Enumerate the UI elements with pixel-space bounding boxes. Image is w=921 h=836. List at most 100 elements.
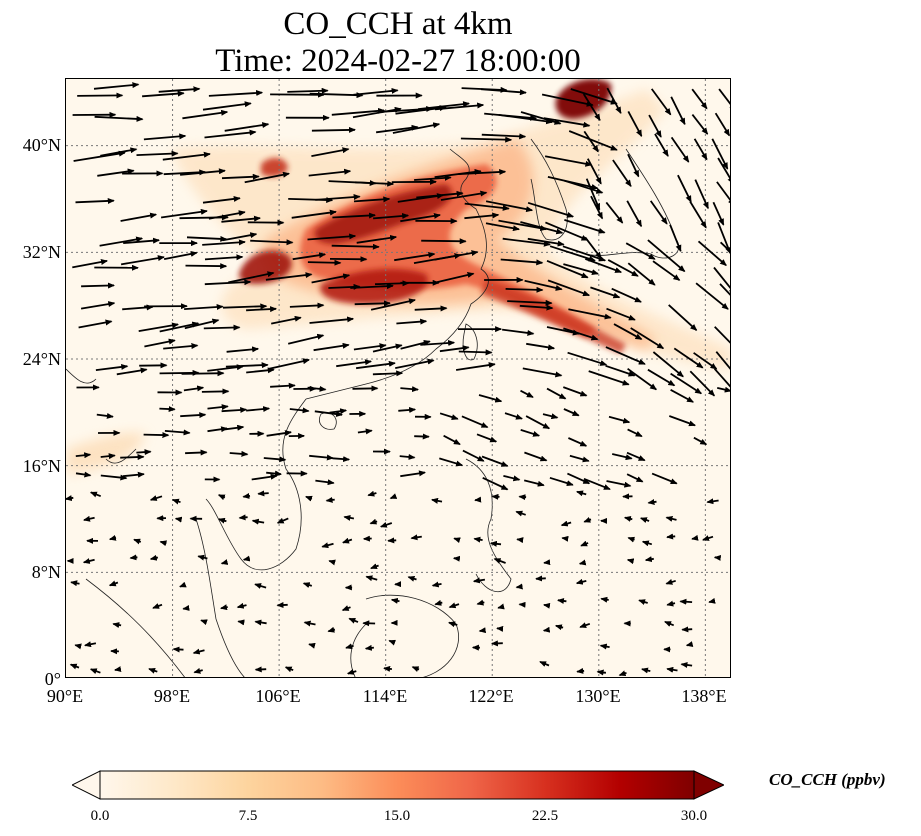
wind-arrow <box>287 87 329 94</box>
wind-arrow <box>543 117 591 128</box>
wind-arrow <box>370 298 416 311</box>
wind-arrow <box>716 386 730 393</box>
wind-arrow <box>159 540 168 547</box>
wind-arrow <box>575 578 587 585</box>
wind-arrow <box>677 174 692 203</box>
wind-arrow <box>180 412 207 419</box>
wind-arrow <box>607 259 639 277</box>
wind-arrow <box>717 157 730 185</box>
wind-arrow <box>251 473 278 481</box>
wind-arrow <box>217 517 227 524</box>
wind-arrow <box>713 266 730 295</box>
coastline-philippines <box>465 458 512 592</box>
wind-arrow <box>539 660 550 667</box>
wind-arrow <box>596 669 607 676</box>
wind-arrow <box>587 158 602 185</box>
wind-arrow <box>182 604 190 611</box>
wind-arrow <box>498 114 554 125</box>
wind-arrow <box>568 308 612 320</box>
wind-arrow <box>455 362 496 371</box>
wind-arrow <box>476 599 485 606</box>
wind-arrow <box>353 87 399 96</box>
wind-arrow <box>516 537 524 544</box>
wind-arrow <box>184 318 220 330</box>
colorbar-tick-label: 0.0 <box>90 808 110 824</box>
lon-tick-label: 106°E <box>255 686 301 706</box>
wind-arrow <box>221 173 260 180</box>
wind-arrow <box>364 644 375 651</box>
wind-arrow <box>605 201 624 224</box>
lon-tick-label: 122°E <box>468 686 514 706</box>
wind-arrow <box>82 558 95 564</box>
wind-arrow <box>489 540 502 547</box>
wind-arrow <box>94 115 144 122</box>
wind-arrow <box>618 670 627 677</box>
wind-arrow <box>224 122 270 132</box>
wind-arrow <box>480 88 527 96</box>
wind-arrow <box>418 101 470 110</box>
wind-arrow <box>719 283 730 296</box>
map-panel <box>65 78 731 678</box>
wind-arrow <box>400 470 426 478</box>
wind-arrow <box>387 537 397 544</box>
wind-arrow <box>584 236 602 259</box>
wind-arrow <box>93 82 140 90</box>
wind-arrow <box>353 196 391 203</box>
wind-arrow <box>367 490 377 497</box>
wind-arrow <box>681 626 693 633</box>
wind-arrow <box>123 237 160 244</box>
wind-arrow <box>568 130 618 151</box>
wind-arrow <box>647 368 676 387</box>
wind-arrow <box>714 112 730 137</box>
wind-arrow <box>149 495 163 501</box>
wind-arrow <box>152 603 163 609</box>
wind-arrow <box>204 279 252 286</box>
wind-arrow <box>112 622 122 628</box>
wind-arrow <box>697 240 727 266</box>
colorbar-gradient <box>99 770 695 800</box>
wind-arrow <box>654 133 669 157</box>
wind-arrow <box>431 497 443 504</box>
wind-arrow <box>314 410 343 418</box>
wind-arrow <box>289 302 325 309</box>
wind-arrow <box>129 554 138 561</box>
wind-arrow <box>246 367 275 374</box>
wind-arrow <box>201 388 230 395</box>
wind-arrow <box>307 259 342 266</box>
wind-arrow <box>311 147 350 157</box>
wind-arrow <box>313 342 350 352</box>
wind-arrow <box>336 359 372 368</box>
wind-arrow <box>557 598 567 604</box>
wind-arrow <box>666 666 678 673</box>
wind-arrow <box>515 510 526 517</box>
wind-arrow <box>220 604 228 611</box>
wind-arrow <box>203 324 241 331</box>
wind-arrow <box>346 669 357 675</box>
wind-arrow <box>588 370 630 386</box>
wind-arrow <box>388 639 396 646</box>
wind-arrow <box>136 150 179 157</box>
wind-arrow <box>664 620 675 627</box>
wind-arrow <box>308 168 352 177</box>
wind-arrow <box>524 451 548 462</box>
wind-arrow <box>679 598 693 605</box>
wind-arrow <box>523 479 545 487</box>
wind-arrow <box>269 358 310 370</box>
wind-arrow <box>225 362 269 369</box>
wind-arrow <box>226 346 260 353</box>
wind-arrow <box>148 667 158 674</box>
wind-arrow <box>396 318 428 325</box>
wind-arrow <box>400 212 441 223</box>
wind-arrow <box>472 577 486 584</box>
lon-tick-label: 90°E <box>46 686 84 706</box>
wind-arrow <box>502 237 551 247</box>
wind-arrow <box>217 494 226 501</box>
wind-arrow <box>691 88 708 110</box>
wind-arrow <box>567 472 591 485</box>
wind-arrow <box>244 171 290 184</box>
coastline-indochina <box>205 398 307 571</box>
wind-arrow <box>547 279 591 297</box>
wind-arrow <box>394 251 436 262</box>
wind-arrow <box>693 138 708 161</box>
wind-arrow <box>647 239 686 272</box>
